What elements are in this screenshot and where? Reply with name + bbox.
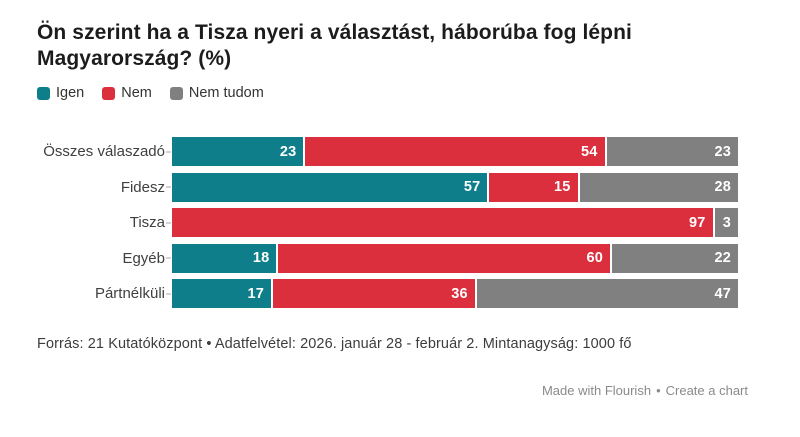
segment-value-label: 23 <box>279 143 297 160</box>
legend-label: Igen <box>56 85 85 101</box>
bar-segment-nem-tudom[interactable]: 3 <box>714 208 738 237</box>
stacked-bar: 97 3 <box>172 208 738 237</box>
stacked-bar: 17 36 47 <box>172 279 738 308</box>
stacked-bar: 23 54 23 <box>172 137 739 166</box>
category-label: Egyéb <box>122 249 165 267</box>
segment-value-label: 28 <box>714 179 732 195</box>
axis-tick-mark <box>166 221 171 224</box>
legend-swatch-icon <box>102 86 116 100</box>
segment-value-label: 60 <box>586 250 603 266</box>
stacked-bar-chart: Összes válaszadó 23 54 23 Fidesz 57 15 28 Tisza 9… <box>37 137 739 308</box>
axis-tick <box>165 221 172 224</box>
made-with-flourish-link[interactable]: Made with Flourish <box>541 383 652 398</box>
bar-segment-nem-tudom[interactable]: 47 <box>476 279 738 308</box>
axis-tick-mark <box>166 150 171 153</box>
segment-value-label: 47 <box>714 285 731 302</box>
source-note: Forrás: 21 Kutatóközpont • Adatfelvétel:… <box>37 336 632 352</box>
legend-item[interactable]: Nem tudom <box>169 85 264 101</box>
category-label: Összes válaszadó <box>43 143 165 160</box>
bar-segment-nem[interactable]: 36 <box>272 279 475 308</box>
category-label: Pártnélküli <box>94 285 165 302</box>
chart-row: Pártnélküli 17 36 47 <box>37 279 738 308</box>
segment-value-label: 17 <box>247 285 264 302</box>
bar-segment-nem[interactable]: 60 <box>278 243 610 273</box>
legend: Igen Nem Nem tudom <box>37 85 738 101</box>
category-label: Fidesz <box>120 178 165 196</box>
segment-value-label: 36 <box>451 285 468 302</box>
axis-tick-mark <box>166 292 171 295</box>
segment-value-label: 23 <box>714 143 732 160</box>
category-label: Tisza <box>129 214 165 231</box>
chart-row: Fidesz 57 15 28 <box>37 172 739 202</box>
axis-tick-mark <box>166 186 171 188</box>
bar-segment-nem-tudom[interactable]: 22 <box>611 243 738 273</box>
bar-segment-igen[interactable]: 17 <box>172 279 271 308</box>
bar-segment-nem[interactable]: 54 <box>305 137 605 166</box>
bar-segment-igen[interactable]: 23 <box>172 137 304 166</box>
legend-swatch-icon <box>37 86 50 100</box>
segment-value-label: 97 <box>688 214 706 231</box>
stacked-bar: 57 15 28 <box>172 172 739 202</box>
legend-item[interactable]: Igen <box>37 85 84 101</box>
chart-row: Összes válaszadó 23 54 23 <box>37 137 739 166</box>
credit-separator: • <box>656 383 661 398</box>
stacked-bar: 18 60 22 <box>172 243 738 273</box>
legend-item[interactable]: Nem <box>102 85 152 101</box>
bar-segment-nem-tudom[interactable]: 23 <box>606 137 739 166</box>
bar-segment-igen[interactable]: 57 <box>172 172 488 202</box>
axis-tick-mark <box>166 257 171 259</box>
bar-segment-igen[interactable]: 18 <box>172 243 277 273</box>
segment-value-label: 57 <box>463 179 481 195</box>
chart-row: Egyéb 18 60 22 <box>37 243 738 273</box>
axis-tick <box>165 292 172 295</box>
segment-value-label: 18 <box>252 250 270 266</box>
segment-value-label: 22 <box>714 250 731 266</box>
flourish-credit: Made with Flourish • Create a chart <box>542 383 748 398</box>
chart-row: Tisza 97 3 <box>37 208 738 237</box>
legend-label: Nem <box>121 85 152 101</box>
segment-value-label: 15 <box>554 179 571 195</box>
segment-value-label: 54 <box>581 143 598 160</box>
axis-tick <box>165 186 172 188</box>
bar-segment-nem[interactable]: 15 <box>489 172 578 202</box>
create-a-chart-link[interactable]: Create a chart <box>665 383 748 398</box>
legend-label: Nem tudom <box>188 85 264 101</box>
segment-value-label: 3 <box>722 214 731 231</box>
bar-segment-nem[interactable]: 97 <box>172 208 713 237</box>
chart-title: Ön szerint ha a Tisza nyeri a választást… <box>37 21 632 70</box>
legend-swatch-icon <box>169 86 183 100</box>
bar-segment-nem-tudom[interactable]: 28 <box>579 172 739 202</box>
axis-tick <box>165 257 172 259</box>
axis-tick <box>165 150 172 153</box>
